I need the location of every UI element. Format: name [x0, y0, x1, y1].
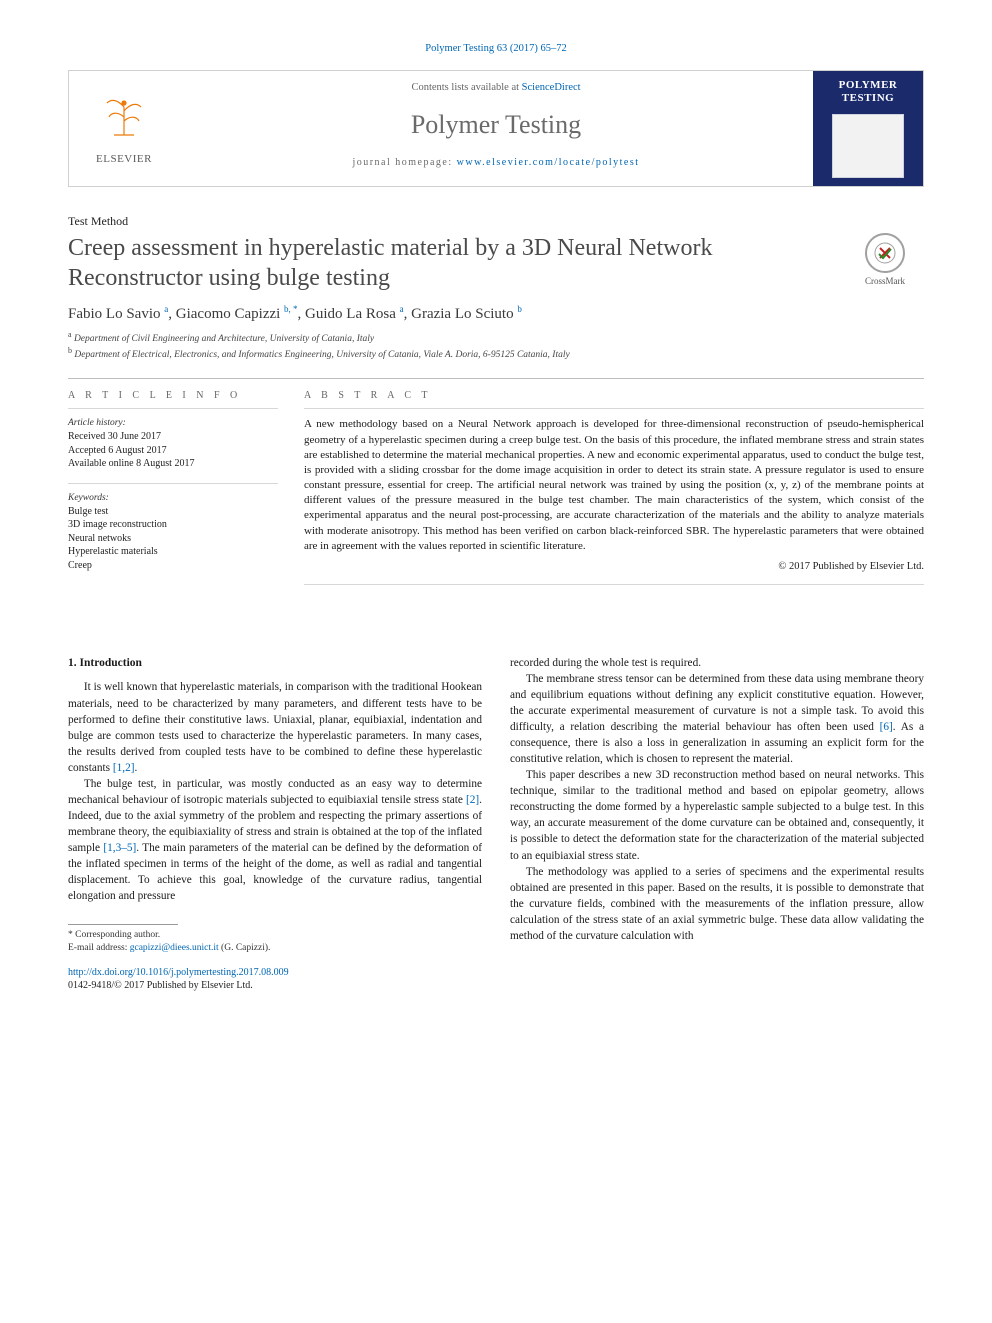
cover-thumbnail [832, 114, 904, 178]
masthead: ELSEVIER Contents lists available at Sci… [68, 70, 924, 186]
divider [68, 378, 924, 379]
keyword: Neural netwoks [68, 532, 278, 546]
history-label: Article history: [68, 417, 278, 430]
contents-line: Contents lists available at ScienceDirec… [187, 81, 805, 95]
history-item: Accepted 6 August 2017 [68, 444, 278, 458]
affiliations: a Department of Civil Engineering and Ar… [68, 330, 924, 362]
body-paragraph: The bulge test, in particular, was mostl… [68, 776, 482, 904]
email-link[interactable]: gcapizzi@diees.unict.it [130, 943, 219, 953]
author: Guido La Rosa a [305, 306, 404, 322]
citation-ref[interactable]: [1,3–5] [103, 842, 136, 854]
crossmark-badge[interactable]: CrossMark [846, 233, 924, 287]
abstract-copyright: © 2017 Published by Elsevier Ltd. [304, 560, 924, 574]
contents-prefix: Contents lists available at [411, 82, 521, 93]
author: Fabio Lo Savio a [68, 306, 168, 322]
section-heading: 1. Introduction [68, 655, 482, 671]
homepage-line: journal homepage: www.elsevier.com/locat… [187, 156, 805, 170]
keyword: Hyperelastic materials [68, 545, 278, 559]
doi-link[interactable]: http://dx.doi.org/10.1016/j.polymertesti… [68, 967, 289, 978]
page-footer: http://dx.doi.org/10.1016/j.polymertesti… [68, 966, 924, 993]
body-columns: 1. Introduction It is well known that hy… [68, 655, 924, 956]
homepage-link[interactable]: www.elsevier.com/locate/polytest [457, 157, 640, 168]
author: Giacomo Capizzi b, * [176, 306, 298, 322]
divider [304, 584, 924, 585]
corresponding-label: * Corresponding author. [68, 929, 482, 942]
article-title: Creep assessment in hyperelastic materia… [68, 233, 832, 293]
crossmark-label: CrossMark [865, 275, 905, 287]
citation-ref[interactable]: [2] [466, 794, 479, 806]
corresponding-email-line: E-mail address: gcapizzi@diees.unict.it … [68, 942, 482, 955]
crossmark-icon [865, 233, 905, 273]
keyword: Creep [68, 559, 278, 573]
publisher-logo: ELSEVIER [69, 71, 179, 185]
masthead-center: Contents lists available at ScienceDirec… [179, 71, 813, 185]
body-paragraph: The methodology was applied to a series … [510, 864, 924, 944]
divider [304, 408, 924, 409]
author: Grazia Lo Sciuto b [411, 306, 522, 322]
homepage-prefix: journal homepage: [352, 157, 456, 168]
article-history: Article history: Received 30 June 2017 A… [68, 417, 278, 470]
citation-ref[interactable]: [1,2] [113, 762, 135, 774]
cover-title: POLYMER TESTING [817, 79, 919, 105]
corresponding-author-block: * Corresponding author. E-mail address: … [68, 924, 482, 956]
citation-ref[interactable]: [6] [880, 721, 893, 733]
abstract-head: A B S T R A C T [304, 389, 924, 403]
abstract-column: A B S T R A C T A new methodology based … [304, 389, 924, 593]
abstract-text: A new methodology based on a Neural Netw… [304, 417, 924, 554]
body-paragraph: This paper describes a new 3D reconstruc… [510, 767, 924, 863]
body-paragraph: recorded during the whole test is requir… [510, 655, 924, 671]
affiliation: b Department of Electrical, Electronics,… [68, 346, 924, 362]
keyword: Bulge test [68, 505, 278, 519]
history-item: Received 30 June 2017 [68, 430, 278, 444]
elsevier-tree-icon [97, 89, 151, 150]
body-paragraph: The membrane stress tensor can be determ… [510, 671, 924, 767]
journal-name: Polymer Testing [187, 107, 805, 142]
divider [68, 483, 278, 484]
affiliation: a Department of Civil Engineering and Ar… [68, 330, 924, 346]
keyword: 3D image reconstruction [68, 518, 278, 532]
journal-cover: POLYMER TESTING [813, 71, 923, 185]
article-type-kicker: Test Method [68, 213, 924, 229]
article-info-head: A R T I C L E I N F O [68, 389, 278, 403]
publisher-name: ELSEVIER [96, 152, 152, 167]
authors: Fabio Lo Savio a, Giacomo Capizzi b, *, … [68, 303, 924, 324]
citation: Polymer Testing 63 (2017) 65–72 [68, 42, 924, 56]
body-paragraph: It is well known that hyperelastic mater… [68, 679, 482, 775]
divider [68, 924, 178, 925]
divider [68, 408, 278, 409]
keywords-block: Keywords: Bulge test 3D image reconstruc… [68, 492, 278, 572]
keywords-label: Keywords: [68, 492, 278, 505]
history-item: Available online 8 August 2017 [68, 457, 278, 471]
issn-copyright: 0142-9418/© 2017 Published by Elsevier L… [68, 979, 924, 993]
article-info-column: A R T I C L E I N F O Article history: R… [68, 389, 278, 593]
sciencedirect-link[interactable]: ScienceDirect [522, 82, 581, 93]
